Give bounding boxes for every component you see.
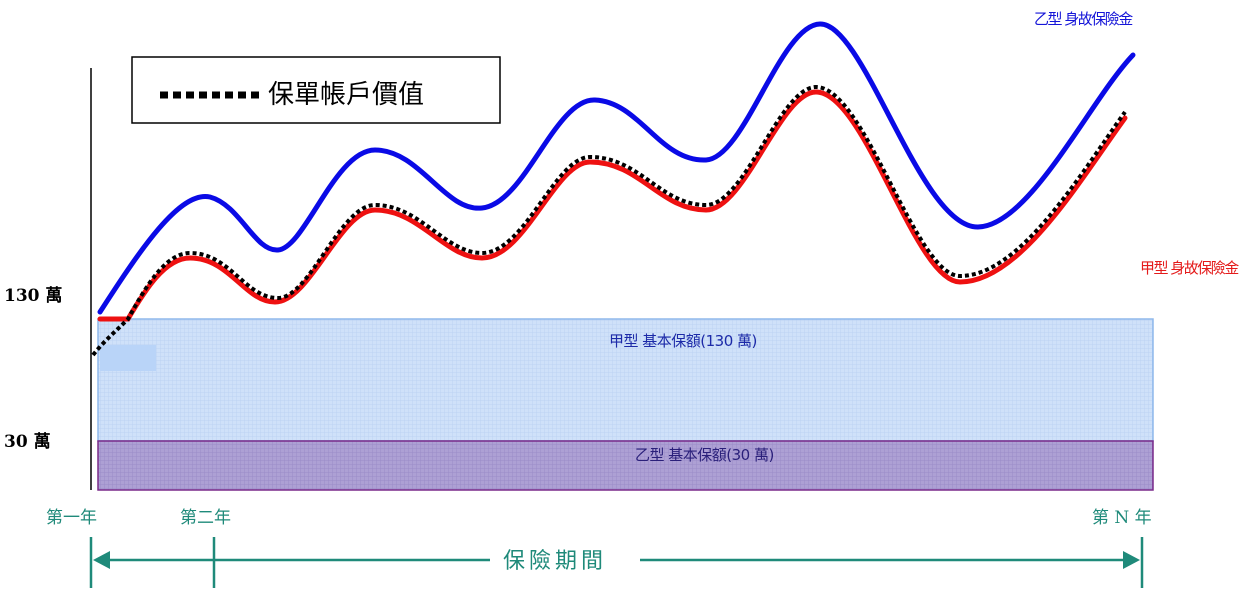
type-a-death-benefit-curve (97, 89, 1128, 322)
period-arrowhead-left (93, 551, 110, 569)
period-arrowhead-right (1123, 551, 1140, 569)
y-label-130: 130 萬 (4, 285, 62, 306)
x-label-year-2: 第二年 (180, 508, 231, 528)
x-label-year-1: 第一年 (46, 508, 97, 528)
account-value-curve (91, 84, 1127, 357)
legend-box (131, 56, 501, 124)
type-b-basic-amount-box (97, 440, 1154, 491)
legend: 保單帳戶價值 (131, 56, 501, 124)
type-b-basic-amount-label: 乙型 基本保額(30 萬) (635, 446, 774, 464)
insurance-period-indicator: 保險期間 (89, 537, 1144, 588)
type-a-death-benefit-label: 甲型 身故保險金 (1140, 259, 1239, 277)
type-a-box-highlight (100, 345, 156, 371)
insurance-period-label: 保險期間 (503, 549, 607, 574)
y-label-30: 30 萬 (4, 431, 51, 452)
type-b-death-benefit-curve (97, 21, 1136, 315)
legend-account-value-label: 保單帳戶價值 (268, 80, 424, 110)
type-b-death-benefit-label: 乙型 身故保險金 (1034, 10, 1133, 28)
x-label-year-n: 第 N 年 (1092, 508, 1152, 528)
type-a-basic-amount-label: 甲型 基本保額(130 萬) (609, 332, 757, 350)
type-a-basic-amount-box (97, 318, 1154, 442)
